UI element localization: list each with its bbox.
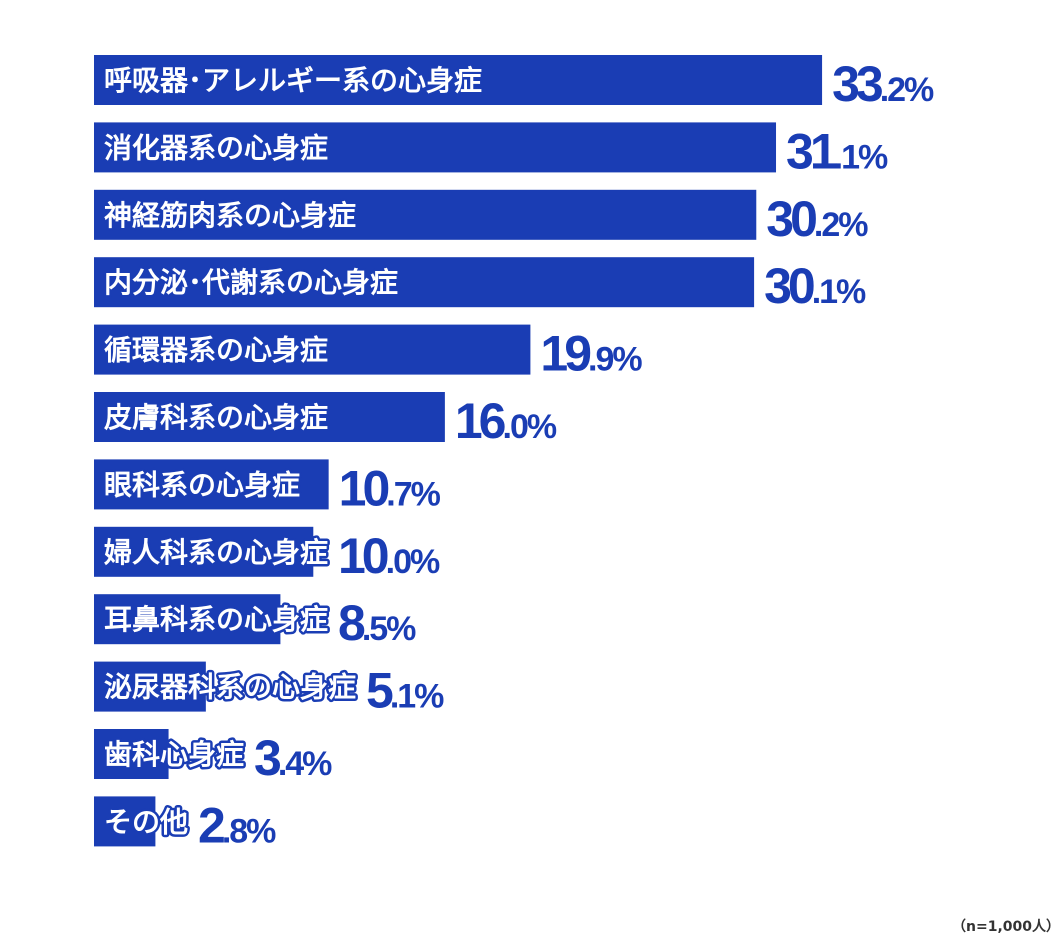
value-label: 30.2%: [766, 191, 868, 247]
bar: [94, 661, 206, 712]
sample-size-note: （n=1,000人）: [952, 919, 1060, 935]
category-label: その他: [104, 805, 188, 838]
category-label: 循環器系の心身症: [104, 334, 328, 367]
value-label: 10.7%: [339, 460, 441, 516]
category-label: 眼科系の心身症: [104, 468, 300, 501]
category-label: 呼吸器･アレルギー系の心身症: [104, 64, 482, 97]
bar: [94, 526, 314, 577]
value-label: 16.0%: [455, 393, 557, 449]
bar: [94, 796, 156, 847]
category-label: 皮膚科系の心身症: [104, 401, 328, 434]
bar: [94, 459, 329, 510]
bar: [94, 55, 823, 105]
category-label: 内分泌･代謝系の心身症: [104, 266, 398, 299]
bar: [94, 324, 531, 375]
value-label: 3.4%: [254, 730, 332, 786]
category-label: 神経筋肉系の心身症: [104, 199, 356, 232]
value-label: 2.8%: [198, 797, 276, 853]
category-label: 耳鼻科系の心身症: [104, 603, 328, 636]
category-label: 泌尿器科系の心身症: [104, 671, 356, 704]
bar: [94, 594, 281, 645]
category-label: 消化器系の心身症: [104, 131, 328, 164]
value-label: 31.1%: [786, 123, 888, 179]
value-label: 33.2%: [832, 56, 934, 112]
bar: [94, 257, 755, 308]
value-label: 10.0%: [338, 528, 440, 584]
bar: [94, 392, 445, 442]
value-label: 30.1%: [764, 258, 866, 314]
value-label: 19.9%: [540, 326, 642, 382]
category-label: 歯科心身症: [104, 738, 244, 771]
bar: [94, 122, 777, 173]
category-label: 婦人科系の心身症: [104, 536, 328, 569]
bar: [94, 189, 757, 240]
value-label: 8.5%: [338, 595, 416, 651]
value-label: 5.1%: [366, 663, 444, 719]
bar: [94, 729, 169, 779]
